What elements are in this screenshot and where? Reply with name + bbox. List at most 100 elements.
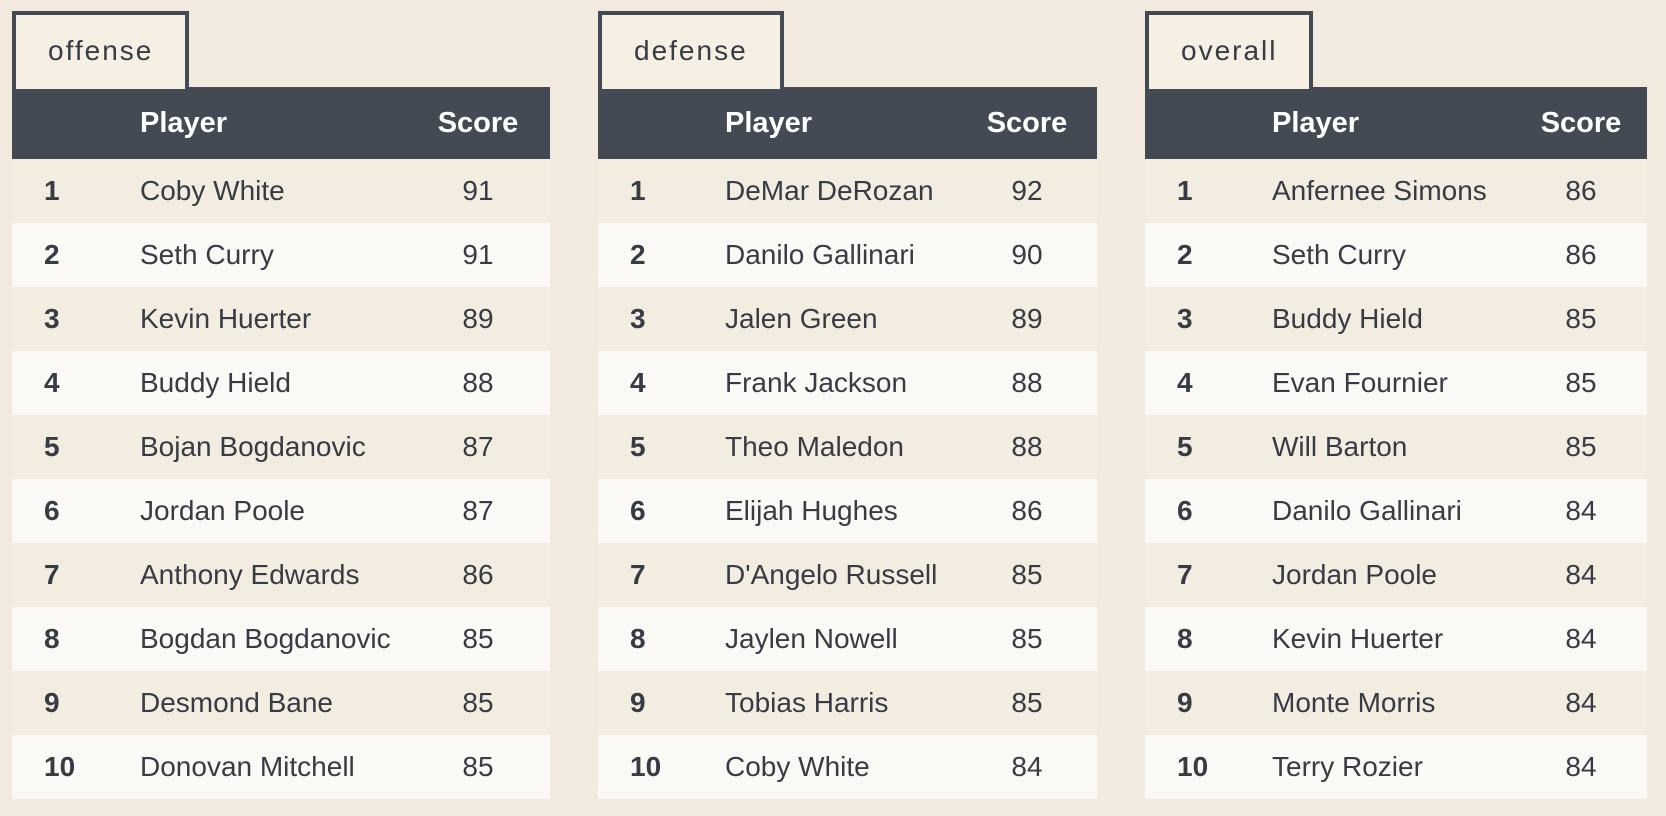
player-name-cell: Seth Curry xyxy=(140,239,274,270)
offense-table: Player Score 1 Coby White 91 2 Seth Curry 91 3… xyxy=(12,87,550,799)
rank-cell: 1 xyxy=(44,175,60,206)
rank-cell: 5 xyxy=(1177,431,1193,462)
score-cell: 84 xyxy=(1565,495,1597,526)
player-name-cell: Elijah Hughes xyxy=(725,495,898,526)
table-row[interactable]: 4 Frank Jackson 88 xyxy=(598,351,1097,415)
rank-cell: 10 xyxy=(630,751,662,782)
rank-cell: 7 xyxy=(1177,559,1193,590)
score-column-header[interactable]: Score xyxy=(986,106,1068,139)
score-cell: 87 xyxy=(462,495,494,526)
overall-panel: overall Player Score 1 Anfernee Simons 86 2… xyxy=(1145,11,1647,799)
score-cell: 85 xyxy=(462,687,494,718)
table-row[interactable]: 9 Tobias Harris 85 xyxy=(598,671,1097,735)
table-row[interactable]: 1 Anfernee Simons 86 xyxy=(1145,159,1647,223)
player-name-cell: Anthony Edwards xyxy=(140,559,360,590)
table-row[interactable]: 9 Monte Morris 84 xyxy=(1145,671,1647,735)
score-cell: 86 xyxy=(1011,495,1043,526)
score-column-header[interactable]: Score xyxy=(437,106,519,139)
table-row[interactable]: 3 Jalen Green 89 xyxy=(598,287,1097,351)
table-row[interactable]: 10 Coby White 84 xyxy=(598,735,1097,799)
table-row[interactable]: 8 Kevin Huerter 84 xyxy=(1145,607,1647,671)
score-cell: 85 xyxy=(1011,623,1043,654)
table-row[interactable]: 10 Donovan Mitchell 85 xyxy=(12,735,550,799)
tab-defense[interactable]: defense xyxy=(598,11,784,89)
score-cell: 88 xyxy=(462,367,494,398)
score-cell: 91 xyxy=(462,239,494,270)
rank-cell: 8 xyxy=(1177,623,1193,654)
score-cell: 92 xyxy=(1011,175,1043,206)
player-column-header[interactable]: Player xyxy=(140,106,228,139)
player-column-header[interactable]: Player xyxy=(1272,106,1360,139)
score-cell: 91 xyxy=(462,175,494,206)
table-row[interactable]: 2 Danilo Gallinari 90 xyxy=(598,223,1097,287)
player-name-cell: Jalen Green xyxy=(725,303,878,334)
score-cell: 87 xyxy=(462,431,494,462)
rank-cell: 6 xyxy=(1177,495,1193,526)
rank-cell: 3 xyxy=(44,303,60,334)
rank-cell: 10 xyxy=(44,751,76,782)
table-row[interactable]: 4 Evan Fournier 85 xyxy=(1145,351,1647,415)
table-row[interactable]: 10 Terry Rozier 84 xyxy=(1145,735,1647,799)
rank-cell: 6 xyxy=(630,495,646,526)
table-row[interactable]: 1 Coby White 91 xyxy=(12,159,550,223)
table-header-row: Player Score xyxy=(1145,87,1647,159)
table-row[interactable]: 7 D'Angelo Russell 85 xyxy=(598,543,1097,607)
table-row[interactable]: 9 Desmond Bane 85 xyxy=(12,671,550,735)
player-name-cell: DeMar DeRozan xyxy=(725,175,934,206)
table-row[interactable]: 8 Jaylen Nowell 85 xyxy=(598,607,1097,671)
player-name-cell: Theo Maledon xyxy=(725,431,905,462)
rank-cell: 4 xyxy=(1177,367,1193,398)
table-row[interactable]: 5 Theo Maledon 88 xyxy=(598,415,1097,479)
score-cell: 85 xyxy=(1011,559,1043,590)
table-row[interactable]: 1 DeMar DeRozan 92 xyxy=(598,159,1097,223)
table-row[interactable]: 3 Kevin Huerter 89 xyxy=(12,287,550,351)
table-row[interactable]: 5 Will Barton 85 xyxy=(1145,415,1647,479)
rank-cell: 2 xyxy=(44,239,60,270)
table-row[interactable]: 8 Bogdan Bogdanovic 85 xyxy=(12,607,550,671)
rank-column-header xyxy=(1145,87,1272,159)
rank-cell: 5 xyxy=(630,431,646,462)
rank-cell: 6 xyxy=(44,495,60,526)
overall-table: Player Score 1 Anfernee Simons 86 2 Seth Cur… xyxy=(1145,87,1647,799)
tab-offense[interactable]: offense xyxy=(12,11,190,89)
table-row[interactable]: 7 Anthony Edwards 86 xyxy=(12,543,550,607)
table-row[interactable]: 4 Buddy Hield 88 xyxy=(12,351,550,415)
player-name-cell: Buddy Hield xyxy=(1272,303,1423,334)
table-header-row: Player Score xyxy=(598,87,1097,159)
player-name-cell: Will Barton xyxy=(1272,431,1408,462)
player-name-cell: Jordan Poole xyxy=(140,495,306,526)
tab-overall[interactable]: overall xyxy=(1145,11,1314,89)
score-cell: 84 xyxy=(1565,687,1597,718)
rank-column-header xyxy=(598,87,725,159)
rank-cell: 2 xyxy=(630,239,646,270)
table-row[interactable]: 3 Buddy Hield 85 xyxy=(1145,287,1647,351)
player-name-cell: Danilo Gallinari xyxy=(725,239,915,270)
player-name-cell: Jordan Poole xyxy=(1272,559,1438,590)
score-cell: 89 xyxy=(462,303,494,334)
player-column-header[interactable]: Player xyxy=(725,106,813,139)
score-cell: 89 xyxy=(1011,303,1043,334)
score-cell: 85 xyxy=(1565,303,1597,334)
table-row[interactable]: 2 Seth Curry 86 xyxy=(1145,223,1647,287)
score-cell: 88 xyxy=(1011,367,1043,398)
player-name-cell: Buddy Hield xyxy=(140,367,291,398)
rank-cell: 3 xyxy=(630,303,646,334)
score-column-header[interactable]: Score xyxy=(1540,106,1622,139)
score-cell: 85 xyxy=(1565,431,1597,462)
score-cell: 85 xyxy=(1565,367,1597,398)
table-row[interactable]: 6 Danilo Gallinari 84 xyxy=(1145,479,1647,543)
player-name-cell: Anfernee Simons xyxy=(1272,175,1487,206)
player-name-cell: D'Angelo Russell xyxy=(725,559,938,590)
table-row[interactable]: 5 Bojan Bogdanovic 87 xyxy=(12,415,550,479)
score-cell: 84 xyxy=(1011,751,1043,782)
player-name-cell: Bojan Bogdanovic xyxy=(140,431,366,462)
table-row[interactable]: 2 Seth Curry 91 xyxy=(12,223,550,287)
offense-table-body: 1 Coby White 91 2 Seth Curry 91 3 Kevin Huerter… xyxy=(12,159,550,799)
rank-cell: 9 xyxy=(630,687,646,718)
table-row[interactable]: 6 Elijah Hughes 86 xyxy=(598,479,1097,543)
player-name-cell: Coby White xyxy=(725,751,870,782)
table-row[interactable]: 7 Jordan Poole 84 xyxy=(1145,543,1647,607)
table-row[interactable]: 6 Jordan Poole 87 xyxy=(12,479,550,543)
rank-cell: 9 xyxy=(44,687,60,718)
